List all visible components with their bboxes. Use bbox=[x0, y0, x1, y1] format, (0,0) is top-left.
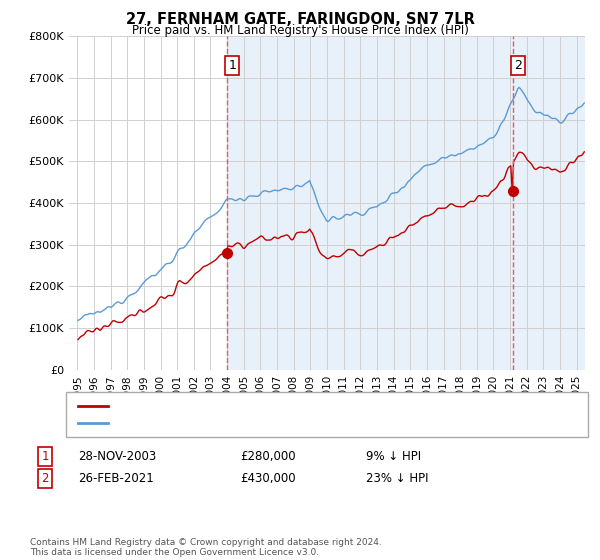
Text: 26-FEB-2021: 26-FEB-2021 bbox=[78, 472, 154, 486]
Text: 2: 2 bbox=[514, 59, 521, 72]
Text: 9% ↓ HPI: 9% ↓ HPI bbox=[366, 450, 421, 463]
Bar bbox=[227, 36, 585, 370]
Text: 2: 2 bbox=[41, 472, 49, 486]
Text: 1: 1 bbox=[41, 450, 49, 463]
Text: 23% ↓ HPI: 23% ↓ HPI bbox=[366, 472, 428, 486]
Text: 27, FERNHAM GATE, FARINGDON, SN7 7LR: 27, FERNHAM GATE, FARINGDON, SN7 7LR bbox=[125, 12, 475, 27]
Text: 28-NOV-2003: 28-NOV-2003 bbox=[78, 450, 156, 463]
Text: Contains HM Land Registry data © Crown copyright and database right 2024.
This d: Contains HM Land Registry data © Crown c… bbox=[30, 538, 382, 557]
Text: 27, FERNHAM GATE, FARINGDON, SN7 7LR (detached house): 27, FERNHAM GATE, FARINGDON, SN7 7LR (de… bbox=[114, 401, 429, 411]
Text: 1: 1 bbox=[228, 59, 236, 72]
Text: HPI: Average price, detached house, Vale of White Horse: HPI: Average price, detached house, Vale… bbox=[114, 418, 410, 428]
Text: Price paid vs. HM Land Registry's House Price Index (HPI): Price paid vs. HM Land Registry's House … bbox=[131, 24, 469, 36]
Text: £280,000: £280,000 bbox=[240, 450, 296, 463]
Text: £430,000: £430,000 bbox=[240, 472, 296, 486]
